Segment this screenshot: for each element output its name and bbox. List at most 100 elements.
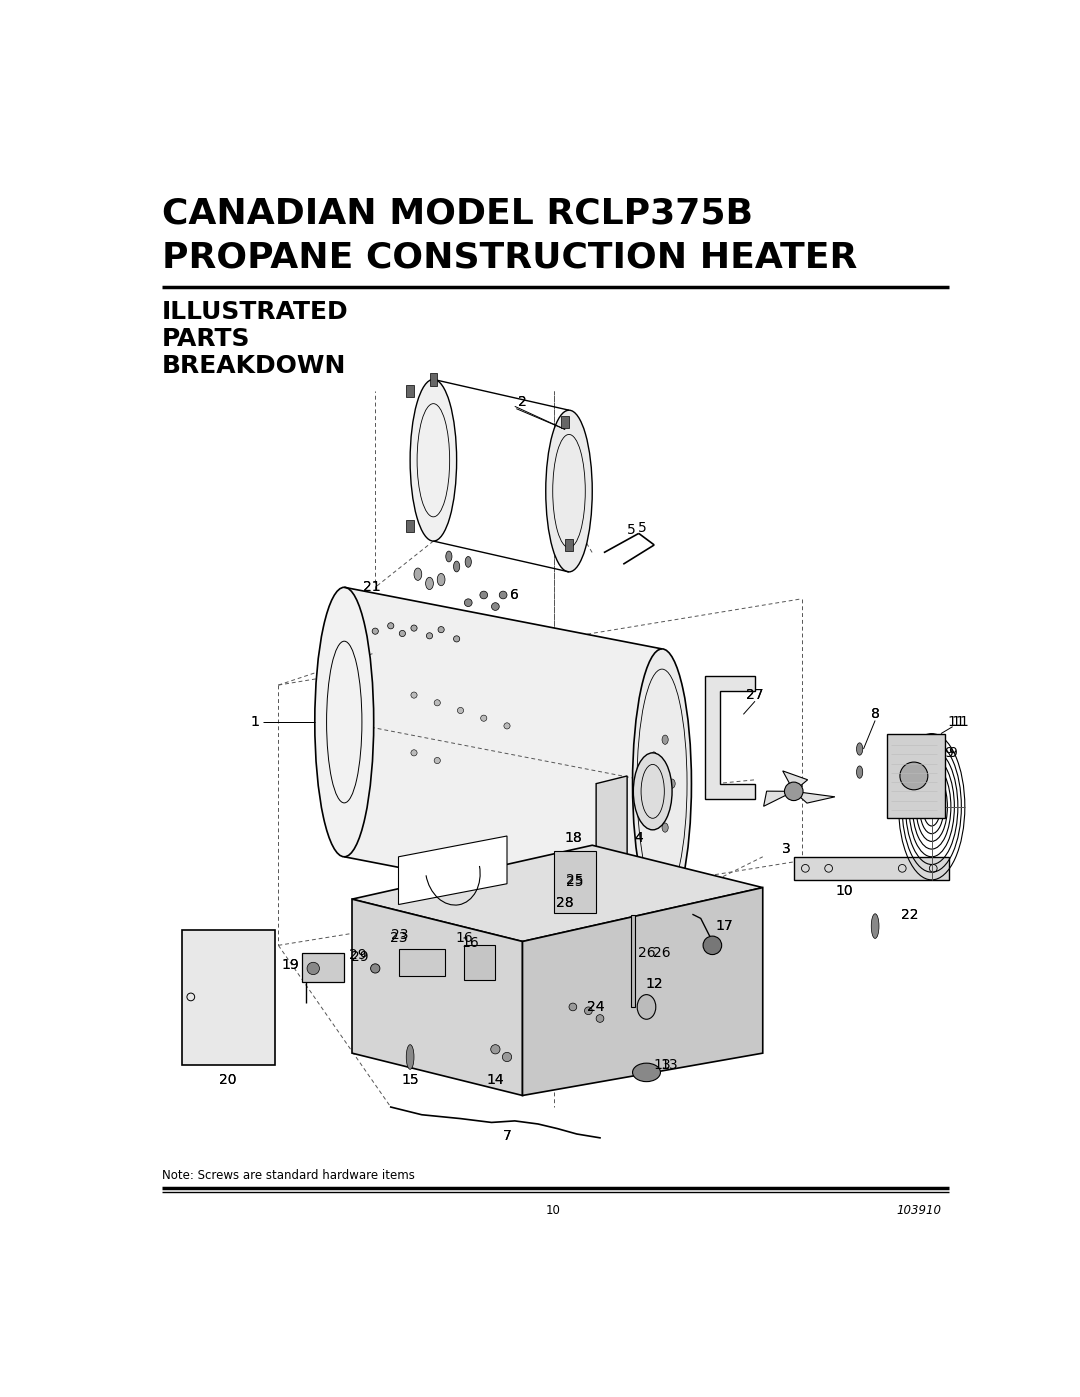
Ellipse shape bbox=[438, 627, 444, 633]
Ellipse shape bbox=[410, 624, 417, 631]
Polygon shape bbox=[596, 775, 627, 946]
Bar bbox=[301, 953, 345, 982]
Text: 22: 22 bbox=[901, 908, 919, 922]
Ellipse shape bbox=[900, 763, 928, 789]
Ellipse shape bbox=[651, 806, 657, 816]
Ellipse shape bbox=[502, 1052, 512, 1062]
Text: 27: 27 bbox=[746, 689, 764, 703]
Text: 8: 8 bbox=[870, 707, 879, 721]
Text: 5: 5 bbox=[638, 521, 647, 535]
Bar bbox=[430, 373, 437, 386]
Text: 26: 26 bbox=[637, 946, 656, 960]
Bar bbox=[406, 384, 414, 397]
Ellipse shape bbox=[388, 623, 394, 629]
Ellipse shape bbox=[856, 743, 863, 756]
Text: 7: 7 bbox=[502, 1129, 511, 1143]
Ellipse shape bbox=[465, 556, 471, 567]
Text: 9: 9 bbox=[944, 746, 954, 760]
Ellipse shape bbox=[400, 630, 405, 637]
Text: 24: 24 bbox=[588, 1000, 605, 1014]
Ellipse shape bbox=[446, 550, 451, 562]
Ellipse shape bbox=[458, 707, 463, 714]
Text: 15: 15 bbox=[402, 1073, 419, 1087]
Ellipse shape bbox=[499, 591, 507, 599]
Ellipse shape bbox=[596, 1014, 604, 1023]
Text: 23: 23 bbox=[390, 930, 407, 944]
Ellipse shape bbox=[454, 636, 460, 643]
Text: 25: 25 bbox=[566, 875, 584, 890]
Bar bbox=[399, 949, 445, 977]
Text: 13: 13 bbox=[661, 1058, 678, 1071]
Ellipse shape bbox=[314, 587, 374, 856]
Ellipse shape bbox=[434, 757, 441, 764]
Text: 18: 18 bbox=[564, 831, 582, 845]
Text: BREAKDOWN: BREAKDOWN bbox=[162, 353, 347, 379]
Text: 29: 29 bbox=[351, 950, 368, 964]
Text: 2: 2 bbox=[518, 395, 527, 409]
Text: 1: 1 bbox=[251, 715, 259, 729]
Ellipse shape bbox=[584, 1007, 592, 1014]
Text: 6: 6 bbox=[511, 588, 519, 602]
Text: 28: 28 bbox=[556, 895, 573, 909]
Text: 9: 9 bbox=[948, 746, 957, 760]
Text: 28: 28 bbox=[556, 895, 573, 909]
Ellipse shape bbox=[491, 602, 499, 610]
Ellipse shape bbox=[490, 1045, 500, 1053]
Polygon shape bbox=[704, 676, 755, 799]
Text: 29: 29 bbox=[350, 947, 367, 961]
Text: Note: Screws are standard hardware items: Note: Screws are standard hardware items bbox=[162, 1169, 415, 1182]
Ellipse shape bbox=[480, 591, 488, 599]
Text: 13: 13 bbox=[653, 1058, 671, 1071]
Bar bbox=[794, 856, 948, 880]
Ellipse shape bbox=[437, 573, 445, 585]
Text: 18: 18 bbox=[564, 831, 582, 845]
Polygon shape bbox=[783, 771, 808, 788]
Ellipse shape bbox=[307, 963, 320, 975]
Text: 15: 15 bbox=[402, 1073, 419, 1087]
Text: 25: 25 bbox=[566, 873, 584, 887]
Polygon shape bbox=[798, 792, 835, 803]
Text: ILLUSTRATED: ILLUSTRATED bbox=[162, 300, 349, 324]
Ellipse shape bbox=[669, 780, 675, 788]
Bar bbox=[631, 915, 635, 1007]
Text: 19: 19 bbox=[281, 957, 299, 971]
Ellipse shape bbox=[481, 715, 487, 721]
Ellipse shape bbox=[410, 692, 417, 698]
Text: PARTS: PARTS bbox=[162, 327, 251, 351]
Text: 14: 14 bbox=[487, 1073, 504, 1087]
Text: 103910: 103910 bbox=[896, 1204, 941, 1218]
Ellipse shape bbox=[872, 914, 879, 939]
Text: 5: 5 bbox=[626, 522, 635, 536]
Ellipse shape bbox=[637, 995, 656, 1020]
Ellipse shape bbox=[464, 599, 472, 606]
Ellipse shape bbox=[504, 722, 510, 729]
Text: 8: 8 bbox=[870, 707, 879, 721]
Text: 19: 19 bbox=[281, 957, 299, 971]
Text: 26: 26 bbox=[653, 946, 671, 960]
Text: 12: 12 bbox=[646, 977, 663, 990]
Text: 16: 16 bbox=[462, 936, 480, 950]
Bar bbox=[565, 539, 572, 550]
Text: 21: 21 bbox=[363, 580, 380, 594]
Ellipse shape bbox=[370, 964, 380, 974]
Ellipse shape bbox=[856, 766, 863, 778]
Text: 23: 23 bbox=[391, 929, 409, 943]
Polygon shape bbox=[345, 587, 662, 918]
Text: 2: 2 bbox=[518, 395, 527, 409]
Ellipse shape bbox=[426, 577, 433, 590]
Text: 20: 20 bbox=[219, 1073, 237, 1087]
Text: 7: 7 bbox=[502, 1129, 511, 1143]
Text: 10: 10 bbox=[546, 1204, 561, 1218]
Ellipse shape bbox=[703, 936, 721, 954]
Ellipse shape bbox=[662, 823, 669, 833]
Polygon shape bbox=[352, 900, 523, 1095]
Bar bbox=[181, 930, 274, 1065]
Ellipse shape bbox=[662, 735, 669, 745]
Ellipse shape bbox=[406, 1045, 414, 1069]
Text: 14: 14 bbox=[487, 1073, 504, 1087]
Text: 22: 22 bbox=[901, 908, 919, 922]
Text: 6: 6 bbox=[511, 588, 519, 602]
Ellipse shape bbox=[633, 1063, 661, 1081]
Ellipse shape bbox=[410, 380, 457, 541]
Ellipse shape bbox=[373, 629, 378, 634]
